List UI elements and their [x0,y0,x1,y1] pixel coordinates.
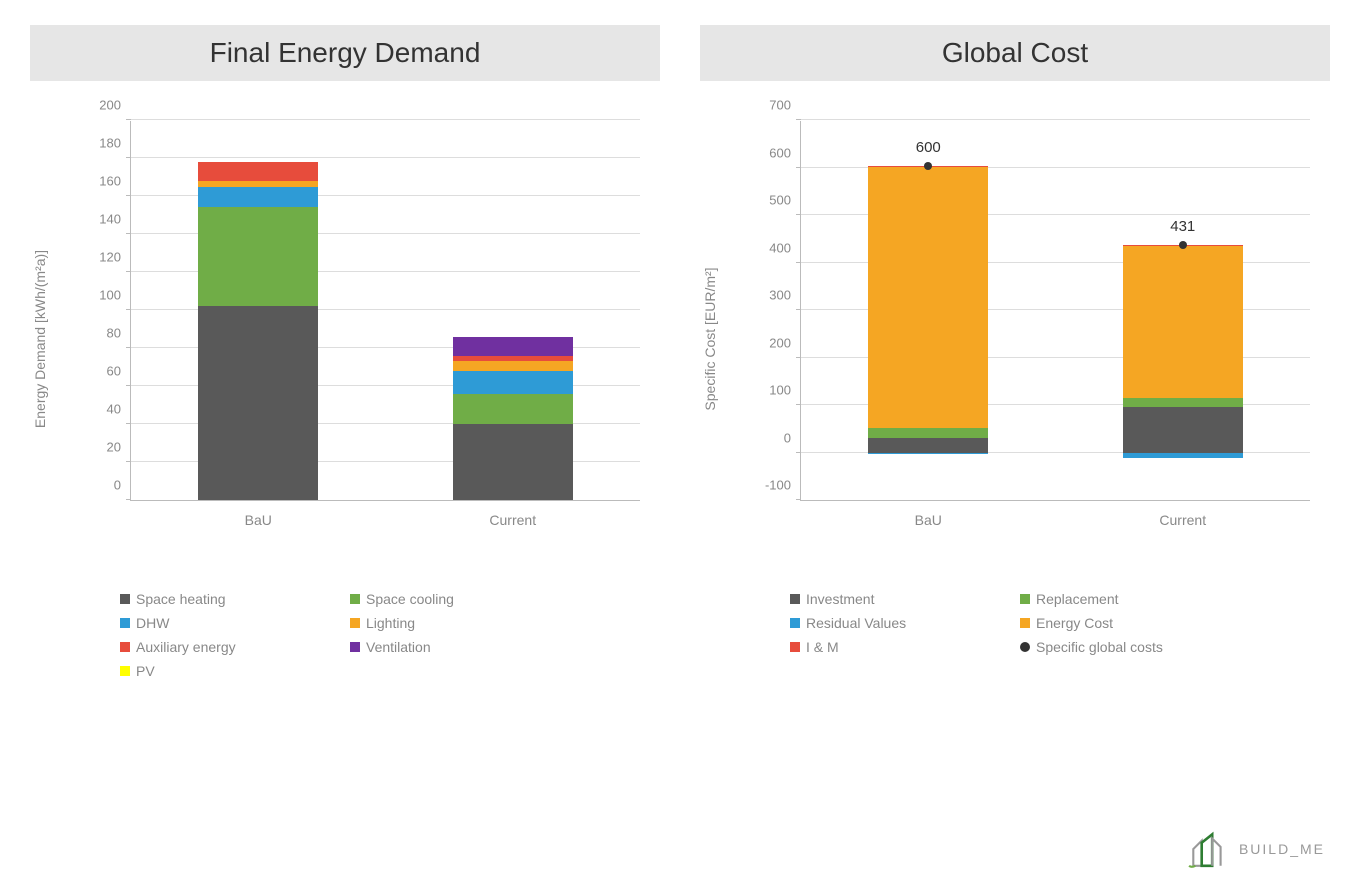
legend-item: Space heating [120,591,320,607]
segment [1123,407,1243,452]
right-ylabel: Specific Cost [EUR/m²] [702,267,718,410]
legend-label: Space cooling [366,591,454,607]
footer-logo: BUILD_ME [1187,828,1325,870]
legend-item: Investment [790,591,990,607]
legend-label: PV [136,663,155,679]
legend-swatch-icon [350,642,360,652]
x-category: BaU [245,512,272,528]
right-chart: Specific Cost [EUR/m²] -1000100200300400… [760,121,1310,541]
brand-icon [1187,828,1229,870]
left-title: Final Energy Demand [30,25,660,81]
legend-swatch-icon [790,618,800,628]
legend-swatch-icon [790,642,800,652]
legend-item: Lighting [350,615,550,631]
legend-label: Space heating [136,591,226,607]
right-plot: -1000100200300400500600700BaU600Current4… [800,121,1310,501]
legend-label: I & M [806,639,839,655]
brand-text: BUILD_ME [1239,841,1325,857]
legend-swatch-icon [120,666,130,676]
legend-label: Residual Values [806,615,906,631]
segment [453,337,573,356]
segment [198,306,318,500]
legend-swatch-icon [120,618,130,628]
legend-dot-icon [1020,642,1030,652]
legend-item: Ventilation [350,639,550,655]
legend-swatch-icon [120,594,130,604]
legend-label: Specific global costs [1036,639,1163,655]
legend-item: Specific global costs [1020,639,1220,655]
legend-item: Replacement [1020,591,1220,607]
segment-neg [1123,453,1243,459]
legend-label: Lighting [366,615,415,631]
x-category: Current [1159,512,1206,528]
left-plot: 020406080100120140160180200BaUCurrent [130,121,640,501]
x-category: Current [489,512,536,528]
segment [198,162,318,181]
legend-label: Ventilation [366,639,431,655]
legend-item: Auxiliary energy [120,639,320,655]
segment [198,207,318,306]
left-ylabel: Energy Demand [kWh/(m²a)] [32,250,48,428]
segment [198,187,318,208]
legend-label: Replacement [1036,591,1119,607]
left-chart: Energy Demand [kWh/(m²a)] 02040608010012… [90,121,640,541]
bar-BaU: BaU600 [868,166,988,452]
x-category: BaU [915,512,942,528]
legend-swatch-icon [120,642,130,652]
legend-swatch-icon [350,618,360,628]
legend-item: Energy Cost [1020,615,1220,631]
segment [453,361,573,371]
right-panel: Global Cost Specific Cost [EUR/m²] -1000… [700,25,1330,679]
segment [868,428,988,438]
marker-dot [924,162,932,170]
bar-Current: Current431 [1123,245,1243,452]
legend-swatch-icon [790,594,800,604]
legend-swatch-icon [1020,618,1030,628]
bar-Current: Current [453,337,573,500]
segment [453,371,573,394]
legend-label: Investment [806,591,874,607]
segment [453,424,573,500]
chart-container: Final Energy Demand Energy Demand [kWh/(… [0,0,1360,679]
legend-item: Space cooling [350,591,550,607]
segment [868,438,988,452]
segment [453,394,573,424]
legend-label: Energy Cost [1036,615,1113,631]
segment [1123,398,1243,408]
legend-item: I & M [790,639,990,655]
legend-item: Residual Values [790,615,990,631]
segment [1123,246,1243,398]
legend-label: Auxiliary energy [136,639,236,655]
data-label: 431 [1170,218,1195,235]
bar-BaU: BaU [198,162,318,500]
left-panel: Final Energy Demand Energy Demand [kWh/(… [30,25,660,679]
marker-dot [1179,241,1187,249]
segment [868,167,988,428]
segment-neg [868,453,988,454]
right-legend: Investment Replacement Residual Values Ener… [790,591,1290,655]
legend-item: PV [120,663,320,679]
legend-label: DHW [136,615,169,631]
legend-swatch-icon [350,594,360,604]
legend-swatch-icon [1020,594,1030,604]
legend-item: DHW [120,615,320,631]
left-legend: Space heating Space cooling DHW Lighting Aux… [120,591,620,679]
data-label: 600 [916,139,941,156]
right-title: Global Cost [700,25,1330,81]
